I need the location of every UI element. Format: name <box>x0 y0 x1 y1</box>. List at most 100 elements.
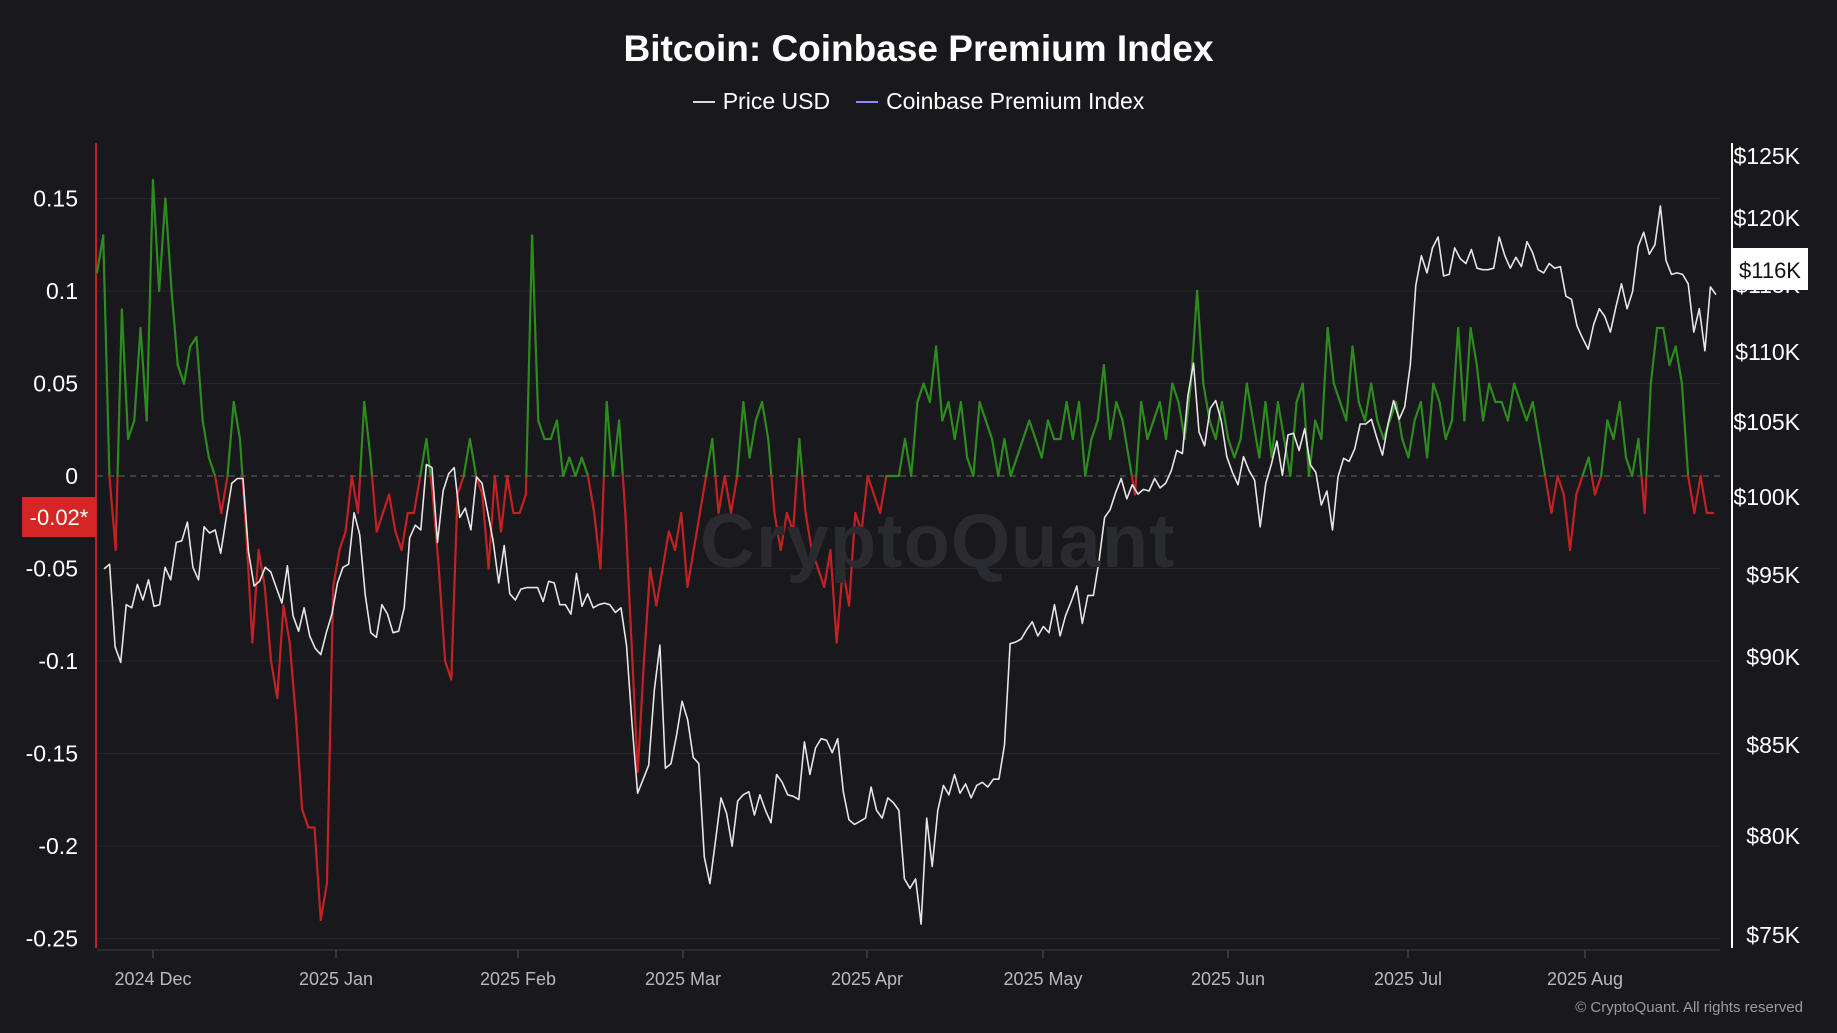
premium-segment <box>363 400 372 459</box>
y-right-tick-label: $125K <box>1733 143 1800 169</box>
premium-segment <box>288 641 297 718</box>
premium-segment <box>1587 456 1593 478</box>
premium-segment <box>1693 474 1702 515</box>
chart-watermark: CryptoQuant <box>700 499 1176 584</box>
premium-segment <box>1245 382 1255 422</box>
y-left-tick-label: 0.05 <box>33 371 78 397</box>
premium-segment <box>655 567 664 607</box>
premium-segment <box>680 511 689 589</box>
premium-segment <box>872 493 882 515</box>
premium-segment <box>916 382 925 404</box>
premium-segment <box>263 585 273 663</box>
premium-segment <box>1158 400 1168 441</box>
premium-segment <box>1699 474 1708 515</box>
premium-segment <box>1065 400 1074 441</box>
premium-segment <box>443 659 453 681</box>
premium-segment <box>1463 326 1472 422</box>
premium-segment <box>1680 382 1690 478</box>
legend-swatch-price <box>692 100 715 103</box>
premium-segment <box>1345 345 1354 422</box>
premium-segment <box>1171 382 1180 404</box>
premium-segment <box>370 474 378 533</box>
y-left-tick-label: 0.1 <box>46 278 78 304</box>
x-tick-label: 2025 Feb <box>480 969 556 989</box>
premium-segment <box>1152 400 1161 422</box>
premium-segment <box>897 437 907 478</box>
premium-segment <box>770 474 776 515</box>
premium-segment <box>530 234 540 422</box>
premium-segment <box>1264 400 1273 459</box>
premium-segment <box>1276 400 1286 441</box>
premium-segment <box>953 400 963 441</box>
premium-segment <box>1227 437 1236 459</box>
premium-segment <box>705 437 714 478</box>
premium-segment <box>350 474 360 515</box>
premium-segment <box>537 419 546 441</box>
premium-segment <box>711 437 717 478</box>
premium-segment <box>642 567 652 663</box>
premium-segment <box>1009 456 1018 478</box>
premium-segment <box>344 474 353 533</box>
premium-segment <box>412 474 422 515</box>
premium-segment <box>723 474 733 515</box>
premium-segment <box>810 548 820 570</box>
premium-segment <box>717 474 726 515</box>
y-left-tick-label: 0.15 <box>33 186 78 212</box>
premium-segment <box>1077 400 1087 478</box>
chart-legend: Price USD Coinbase Premium Index <box>0 88 1837 115</box>
premium-segment <box>860 474 869 533</box>
premium-segment <box>835 567 844 644</box>
premium-segment <box>369 456 374 478</box>
current-premium-badge <box>22 497 96 537</box>
current-price-label: $116K <box>1739 258 1801 283</box>
premium-segment <box>120 308 130 441</box>
premium-segment <box>189 336 198 348</box>
premium-segment <box>972 400 981 478</box>
premium-segment <box>518 493 527 515</box>
premium-segment <box>698 474 708 515</box>
premium-segment <box>1135 400 1143 478</box>
premium-segment <box>1674 345 1684 385</box>
premium-segment <box>1028 419 1037 441</box>
y-left-tick-label: 0 <box>65 463 78 489</box>
premium-segment <box>1645 382 1652 478</box>
chart-title: Bitcoin: Coinbase Premium Index <box>623 28 1214 69</box>
premium-segment <box>959 400 969 459</box>
premium-segment <box>114 474 119 552</box>
price-line <box>103 205 1717 925</box>
premium-segment <box>599 474 605 570</box>
y-left-tick-label: -0.2 <box>38 833 78 859</box>
legend-item-price[interactable]: Price USD <box>692 88 830 115</box>
premium-segment <box>170 289 179 367</box>
premium-segment <box>1407 419 1416 459</box>
premium-segment <box>1624 456 1634 478</box>
premium-segment <box>1283 437 1292 478</box>
premium-segment <box>1214 400 1224 441</box>
premium-segment <box>456 474 465 496</box>
premium-segment <box>1469 326 1478 367</box>
premium-segment <box>220 474 229 515</box>
premium-segment <box>1351 345 1360 404</box>
premium-segment <box>381 493 391 515</box>
premium-segment <box>636 659 646 774</box>
y-right-tick-label: $80K <box>1746 823 1800 849</box>
premium-segment <box>1556 474 1565 496</box>
x-tick-label: 2025 Mar <box>645 969 721 989</box>
premium-segment <box>213 474 223 515</box>
legend-item-premium[interactable]: Coinbase Premium Index <box>856 88 1144 115</box>
premium-segment <box>1481 382 1491 422</box>
premium-segment <box>1575 474 1584 496</box>
premium-segment <box>269 659 279 700</box>
premium-segment <box>506 474 515 515</box>
premium-segment <box>294 715 304 811</box>
premium-segment <box>1121 419 1130 459</box>
premium-segment <box>549 419 559 441</box>
premium-segment <box>462 437 472 478</box>
premium-segment <box>164 197 173 293</box>
premium-segment <box>332 548 341 589</box>
premium-segment <box>1196 289 1205 385</box>
current-premium-label: -0.02* <box>30 505 89 530</box>
premium-segment <box>359 400 366 478</box>
premium-segment <box>1115 400 1124 422</box>
